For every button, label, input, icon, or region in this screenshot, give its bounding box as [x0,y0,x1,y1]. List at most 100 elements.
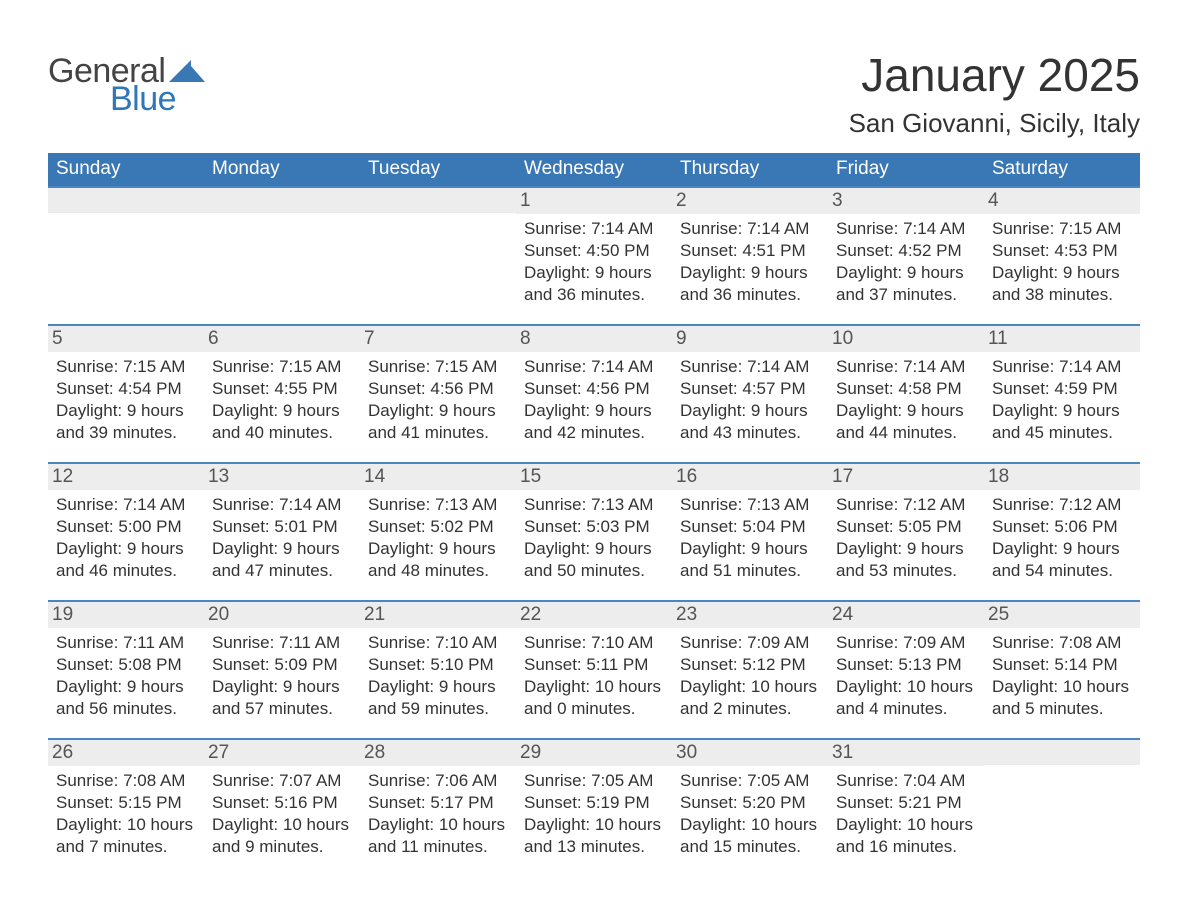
day-number-bar-empty [984,740,1140,765]
sunset-line: Sunset: 5:17 PM [368,793,494,812]
sunset-line: Sunset: 5:09 PM [212,655,338,674]
day-info: Sunrise: 7:09 AMSunset: 5:13 PMDaylight:… [836,632,976,720]
sunrise-line: Sunrise: 7:14 AM [524,219,653,238]
daylight-line: Daylight: 10 hours and 16 minutes. [836,815,973,856]
sunrise-line: Sunrise: 7:11 AM [56,633,184,652]
sunrise-line: Sunrise: 7:08 AM [992,633,1121,652]
calendar-day-cell: 23Sunrise: 7:09 AMSunset: 5:12 PMDayligh… [672,602,828,738]
day-number-bar: 13 [204,464,360,490]
sunset-line: Sunset: 5:08 PM [56,655,182,674]
sunset-line: Sunset: 5:00 PM [56,517,182,536]
daylight-line: Daylight: 10 hours and 0 minutes. [524,677,661,718]
sunset-line: Sunset: 4:55 PM [212,379,338,398]
calendar-day-cell: 4Sunrise: 7:15 AMSunset: 4:53 PMDaylight… [984,188,1140,324]
daylight-line: Daylight: 9 hours and 42 minutes. [524,401,652,442]
day-number-bar: 15 [516,464,672,490]
calendar-day-cell [204,188,360,324]
sunset-line: Sunset: 4:53 PM [992,241,1118,260]
location-subtitle: San Giovanni, Sicily, Italy [849,108,1140,139]
sunrise-line: Sunrise: 7:13 AM [368,495,497,514]
sunrise-line: Sunrise: 7:12 AM [836,495,965,514]
day-header: Saturday [984,153,1140,186]
sunset-line: Sunset: 5:06 PM [992,517,1118,536]
calendar-day-cell: 29 Sunrise: 7:05 AMSunset: 5:19 PMDayligh… [516,740,672,876]
day-number-bar: 4 [984,188,1140,214]
sunrise-line: Sunrise: 7:10 AM [524,633,653,652]
calendar-day-cell: 20Sunrise: 7:11 AMSunset: 5:09 PMDayligh… [204,602,360,738]
sunrise-line: Sunrise: 7:15 AM [992,219,1121,238]
day-number-bar-empty [48,188,204,213]
daylight-line: Daylight: 9 hours and 59 minutes. [368,677,496,718]
sunset-line: Sunset: 5:21 PM [836,793,962,812]
calendar-day-cell: 14Sunrise: 7:13 AMSunset: 5:02 PMDayligh… [360,464,516,600]
day-number-bar: 20 [204,602,360,628]
daylight-line: Daylight: 9 hours and 41 minutes. [368,401,496,442]
daylight-line: Daylight: 9 hours and 54 minutes. [992,539,1120,580]
calendar-day-cell [360,188,516,324]
calendar-day-cell: 19Sunrise: 7:11 AMSunset: 5:08 PMDayligh… [48,602,204,738]
day-info: Sunrise: 7:13 AMSunset: 5:03 PMDaylight:… [524,494,664,582]
day-number-bar-empty [204,188,360,213]
sunset-line: Sunset: 4:50 PM [524,241,650,260]
calendar-day-cell: 13Sunrise: 7:14 AMSunset: 5:01 PMDayligh… [204,464,360,600]
day-number-bar: 19 [48,602,204,628]
sunrise-line: Sunrise: 7:15 AM [368,357,497,376]
day-info: Sunrise: 7:14 AMSunset: 4:51 PMDaylight:… [680,218,820,306]
day-info: Sunrise: 7:13 AMSunset: 5:04 PMDaylight:… [680,494,820,582]
day-info: Sunrise: 7:14 AM Sunset: 4:50 PM Daylight:… [524,218,664,306]
day-info: Sunrise: 7:05 AMSunset: 5:20 PMDaylight:… [680,770,820,858]
day-header: Monday [204,153,360,186]
day-header: Sunday [48,153,204,186]
sunset-line: Sunset: 5:16 PM [212,793,338,812]
sunset-line: Sunset: 4:58 PM [836,379,962,398]
daylight-line: Daylight: 9 hours and 40 minutes. [212,401,340,442]
calendar-day-cell: 22 Sunrise: 7:10 AMSunset: 5:11 PMDayligh… [516,602,672,738]
calendar-day-cell: 26Sunrise: 7:08 AMSunset: 5:15 PMDayligh… [48,740,204,876]
day-number-bar: 16 [672,464,828,490]
sunset-line: Sunset: 5:05 PM [836,517,962,536]
day-number-bar: 8 [516,326,672,352]
day-number-bar-empty [360,188,516,213]
day-info: Sunrise: 7:10 AMSunset: 5:11 PMDaylight:… [524,632,664,720]
day-info: Sunrise: 7:14 AMSunset: 4:52 PMDaylight:… [836,218,976,306]
day-number-bar: 26 [48,740,204,766]
calendar-day-cell: 1Sunrise: 7:14 AMSunset: 4:50 PMDaylight… [516,188,672,324]
sunrise-line: Sunrise: 7:05 AM [680,771,809,790]
sunset-line: Sunset: 4:59 PM [992,379,1118,398]
day-info: Sunrise: 7:06 AMSunset: 5:17 PMDaylight:… [368,770,508,858]
day-number-bar: 10 [828,326,984,352]
day-number-bar: 2 [672,188,828,214]
day-info: Sunrise: 7:05 AMSunset: 5:19 PMDaylight:… [524,770,664,858]
sunrise-line: Sunrise: 7:11 AM [212,633,340,652]
day-number-bar: 22 [516,602,672,628]
day-number-bar: 31 [828,740,984,766]
day-number-bar: 5 [48,326,204,352]
sunset-line: Sunset: 4:54 PM [56,379,182,398]
calendar-day-cell: 28Sunrise: 7:06 AMSunset: 5:17 PMDayligh… [360,740,516,876]
sunrise-line: Sunrise: 7:10 AM [368,633,497,652]
day-number-bar: 27 [204,740,360,766]
day-info: Sunrise: 7:15 AMSunset: 4:54 PMDaylight:… [56,356,196,444]
sunrise-line: Sunrise: 7:13 AM [524,495,653,514]
day-number-bar: 30 [672,740,828,766]
calendar-day-cell: 15 Sunrise: 7:13 AMSunset: 5:03 PMDayligh… [516,464,672,600]
day-number-bar: 29 [516,740,672,766]
day-info: Sunrise: 7:13 AMSunset: 5:02 PMDaylight:… [368,494,508,582]
day-number-bar: 12 [48,464,204,490]
sunset-line: Sunset: 5:12 PM [680,655,806,674]
day-info: Sunrise: 7:15 AMSunset: 4:55 PMDaylight:… [212,356,352,444]
calendar-day-cell [984,740,1140,876]
daylight-line: Daylight: 9 hours and 36 minutes. [524,263,652,304]
sunset-line: Sunset: 5:01 PM [212,517,338,536]
day-number-bar: 6 [204,326,360,352]
calendar-day-cell: 7Sunrise: 7:15 AMSunset: 4:56 PMDaylight… [360,326,516,462]
calendar-day-cell: 25Sunrise: 7:08 AMSunset: 5:14 PMDayligh… [984,602,1140,738]
calendar-day-cell: 31Sunrise: 7:04 AMSunset: 5:21 PMDayligh… [828,740,984,876]
sunrise-line: Sunrise: 7:14 AM [836,357,965,376]
daylight-line: Daylight: 10 hours and 5 minutes. [992,677,1129,718]
daylight-line: Daylight: 10 hours and 13 minutes. [524,815,661,856]
day-info: Sunrise: 7:07 AMSunset: 5:16 PMDaylight:… [212,770,352,858]
sunset-line: Sunset: 5:20 PM [680,793,806,812]
sunrise-line: Sunrise: 7:14 AM [680,357,809,376]
day-number-bar: 24 [828,602,984,628]
